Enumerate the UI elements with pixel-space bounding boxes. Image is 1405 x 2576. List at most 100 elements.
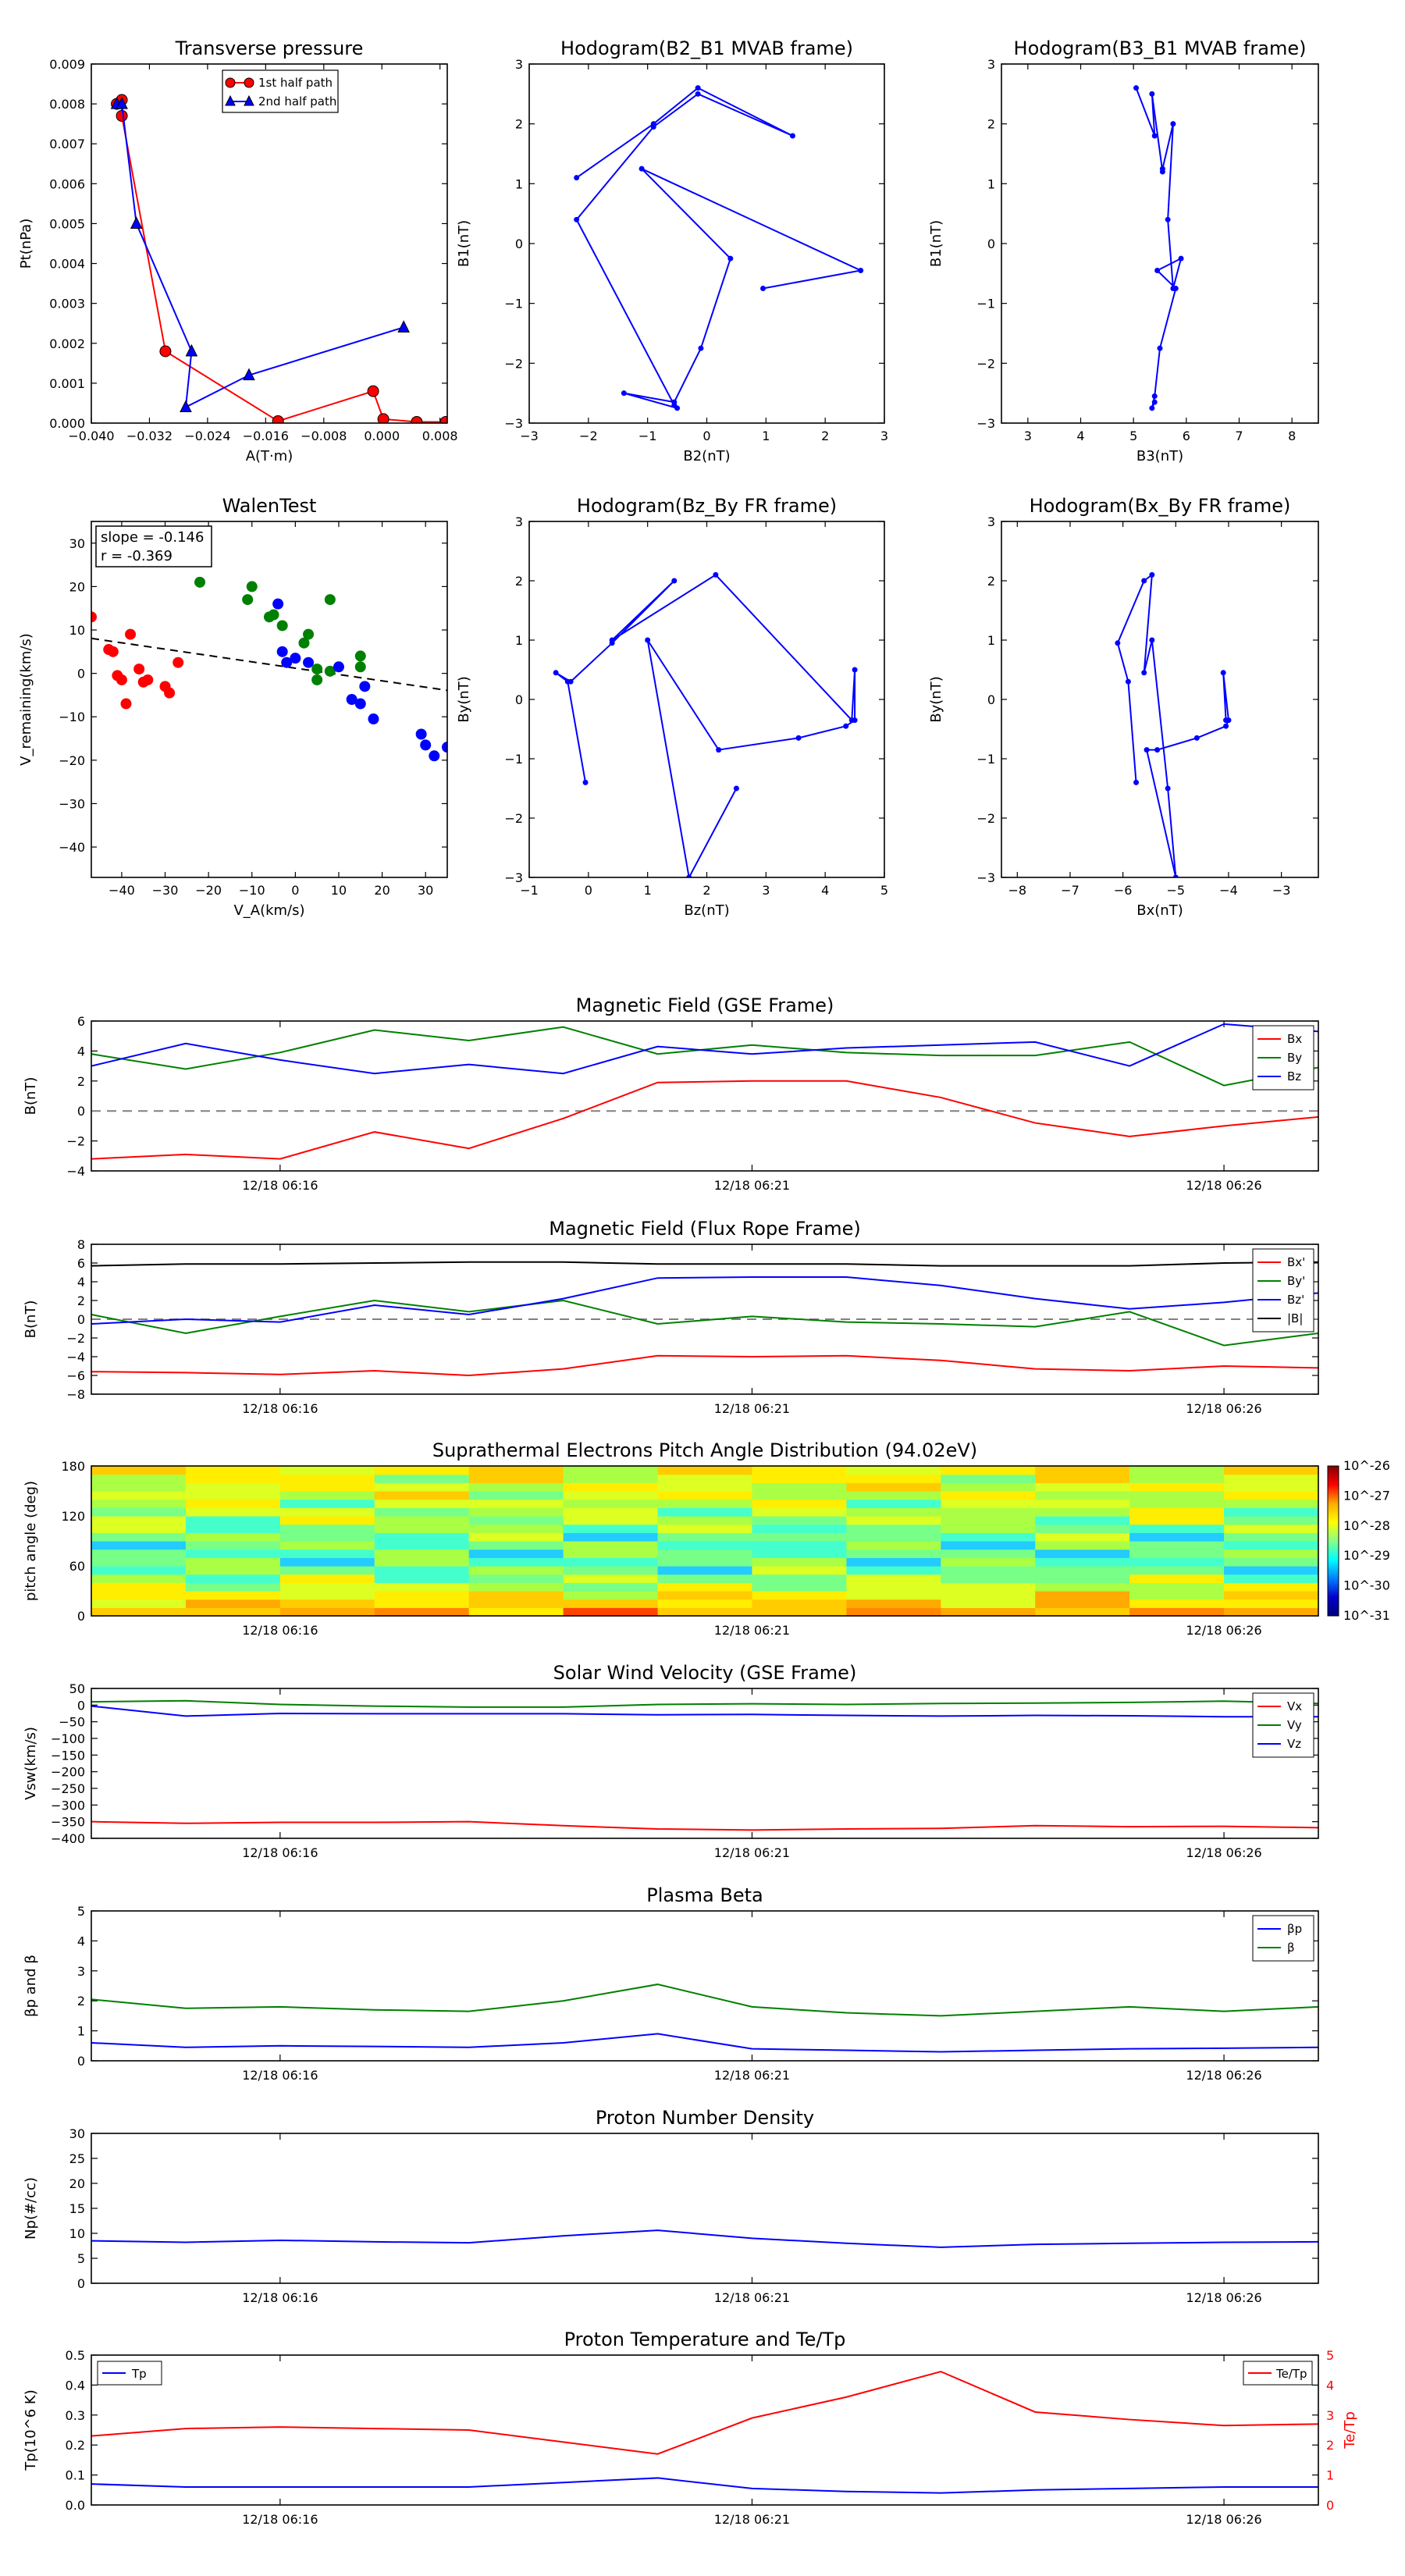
data-point (1178, 255, 1184, 262)
plot-area (574, 85, 864, 411)
data-point (173, 656, 184, 668)
heatmap-cell (185, 1466, 281, 1475)
legend-right: Te/Tp (1243, 2361, 1313, 2386)
heatmap-cell (752, 1557, 847, 1567)
heatmap-cell (1129, 1591, 1225, 1600)
x-axis-label: V_A(km/s) (233, 902, 304, 919)
x-tick-label: 12/18 06:21 (714, 1623, 790, 1638)
data-point (1165, 216, 1171, 222)
heatmap-cell (91, 1591, 187, 1600)
data-point (1125, 678, 1131, 685)
legend-label: Bz (1287, 1069, 1301, 1083)
heatmap-cell (1035, 1524, 1130, 1533)
heatmap-cell (657, 1599, 753, 1608)
x-tick-label: 12/18 06:26 (1186, 1845, 1261, 1860)
heatmap-cell (1035, 1582, 1130, 1592)
time-panel-tpr: Proton Temperature and Te/Tp 0.0 0.1 0.2 0.3… (23, 2329, 1358, 2527)
data-point (1151, 399, 1158, 405)
y-tick-label: 3 (987, 514, 995, 529)
y2-tick-label: 5 (1326, 2348, 1334, 2363)
heatmap-cell (752, 1474, 847, 1483)
x-tick-label: 12/18 06:26 (1186, 1178, 1261, 1193)
heatmap-cell (279, 1557, 375, 1567)
heatmap-cell (1224, 1591, 1319, 1600)
heatmap-cell (657, 1574, 753, 1583)
heatmap-cell (374, 1549, 470, 1558)
y-tick-label: 1 (987, 176, 995, 191)
x-tick-label: −8 (1008, 883, 1027, 898)
y-tick-label: 1 (987, 633, 995, 648)
y-tick-label: −30 (59, 796, 85, 811)
y-tick-label: 0.009 (49, 57, 85, 72)
series-line (91, 2229, 1318, 2248)
heatmap-cell (941, 1482, 1036, 1492)
heatmap-cell (374, 1482, 470, 1492)
heatmap-cell (846, 1599, 941, 1608)
heatmap-cell (185, 1557, 281, 1567)
data-point (281, 656, 293, 668)
data-point (852, 717, 858, 724)
heatmap-cell (1035, 1499, 1130, 1508)
x-tick-label: −5 (1167, 883, 1186, 898)
heatmap-cell (185, 1474, 281, 1483)
axes-frame (91, 1688, 1319, 1839)
y-axis-label: Vsw(km/s) (23, 1727, 39, 1800)
x-tick-label: 12/18 06:16 (242, 2290, 318, 2305)
y-tick-label: 4 (77, 1934, 85, 1948)
y2-tick-label: 0 (1326, 2498, 1334, 2513)
heatmap-cell (846, 1566, 941, 1575)
data-point (695, 91, 701, 97)
heatmap-cell (752, 1566, 847, 1575)
plot-area (1133, 85, 1184, 411)
heatmap-cell (91, 1582, 187, 1592)
axes-frame (1001, 521, 1319, 878)
y-tick-label: 6 (77, 1256, 85, 1271)
series-line (91, 1354, 1318, 1377)
data-point (311, 674, 323, 685)
heatmap-cell (1035, 1557, 1130, 1567)
y-tick-label: 0 (987, 692, 995, 707)
y-tick-label: 0 (77, 1312, 85, 1327)
axes-frame (91, 2354, 1319, 2506)
y-tick-label: 0.4 (66, 2378, 85, 2393)
colorbar-label: 10^-27 (1343, 1488, 1390, 1503)
legend-marker (244, 77, 254, 88)
heatmap-cell (941, 1541, 1036, 1550)
heatmap-cell (91, 1499, 187, 1508)
heatmap-cell (846, 1524, 941, 1533)
heatmap-cell (374, 1516, 470, 1525)
data-point (852, 667, 858, 673)
y-tick-label: 2 (77, 1293, 85, 1308)
x-tick-label: −40 (108, 883, 135, 898)
y-tick-label: −40 (59, 840, 85, 855)
data-point (442, 742, 447, 753)
legend-marker (225, 94, 236, 106)
heatmap-cell (657, 1549, 753, 1558)
heatmap-cell (563, 1491, 659, 1500)
heatmap-cell (91, 1491, 187, 1500)
heatmap-cell (374, 1574, 470, 1583)
heatmap-cell (468, 1582, 564, 1592)
data-point (858, 268, 864, 273)
y-tick-label: −2 (66, 1331, 85, 1346)
data-point (268, 609, 279, 621)
y-tick-label: −1 (976, 752, 995, 767)
heatmap-cell (752, 1499, 847, 1508)
heatmap-cell (1035, 1482, 1130, 1492)
heatmap-cell (1224, 1491, 1319, 1500)
x-tick-label: −3 (1272, 883, 1291, 898)
time-panel-vsw: Solar Wind Velocity (GSE Frame) −400−350 −… (23, 1662, 1319, 1860)
y-axis-label: B1(nT) (456, 220, 472, 267)
heatmap-cell (563, 1541, 659, 1550)
heatmap-cell (563, 1516, 659, 1525)
plot-area (91, 1699, 1318, 1831)
x-axis-label: Bz(nT) (684, 902, 729, 919)
time-panel-pad: Suprathermal Electrons Pitch Angle Distr… (23, 1439, 1390, 1638)
y-tick-label: 0.000 (49, 416, 85, 431)
x-tick-label: 4 (821, 883, 829, 898)
heatmap-cell (1129, 1582, 1225, 1592)
data-point (411, 415, 423, 423)
x-tick-label: −2 (579, 429, 598, 443)
data-point (1141, 578, 1147, 584)
heatmap-cell (941, 1599, 1036, 1608)
